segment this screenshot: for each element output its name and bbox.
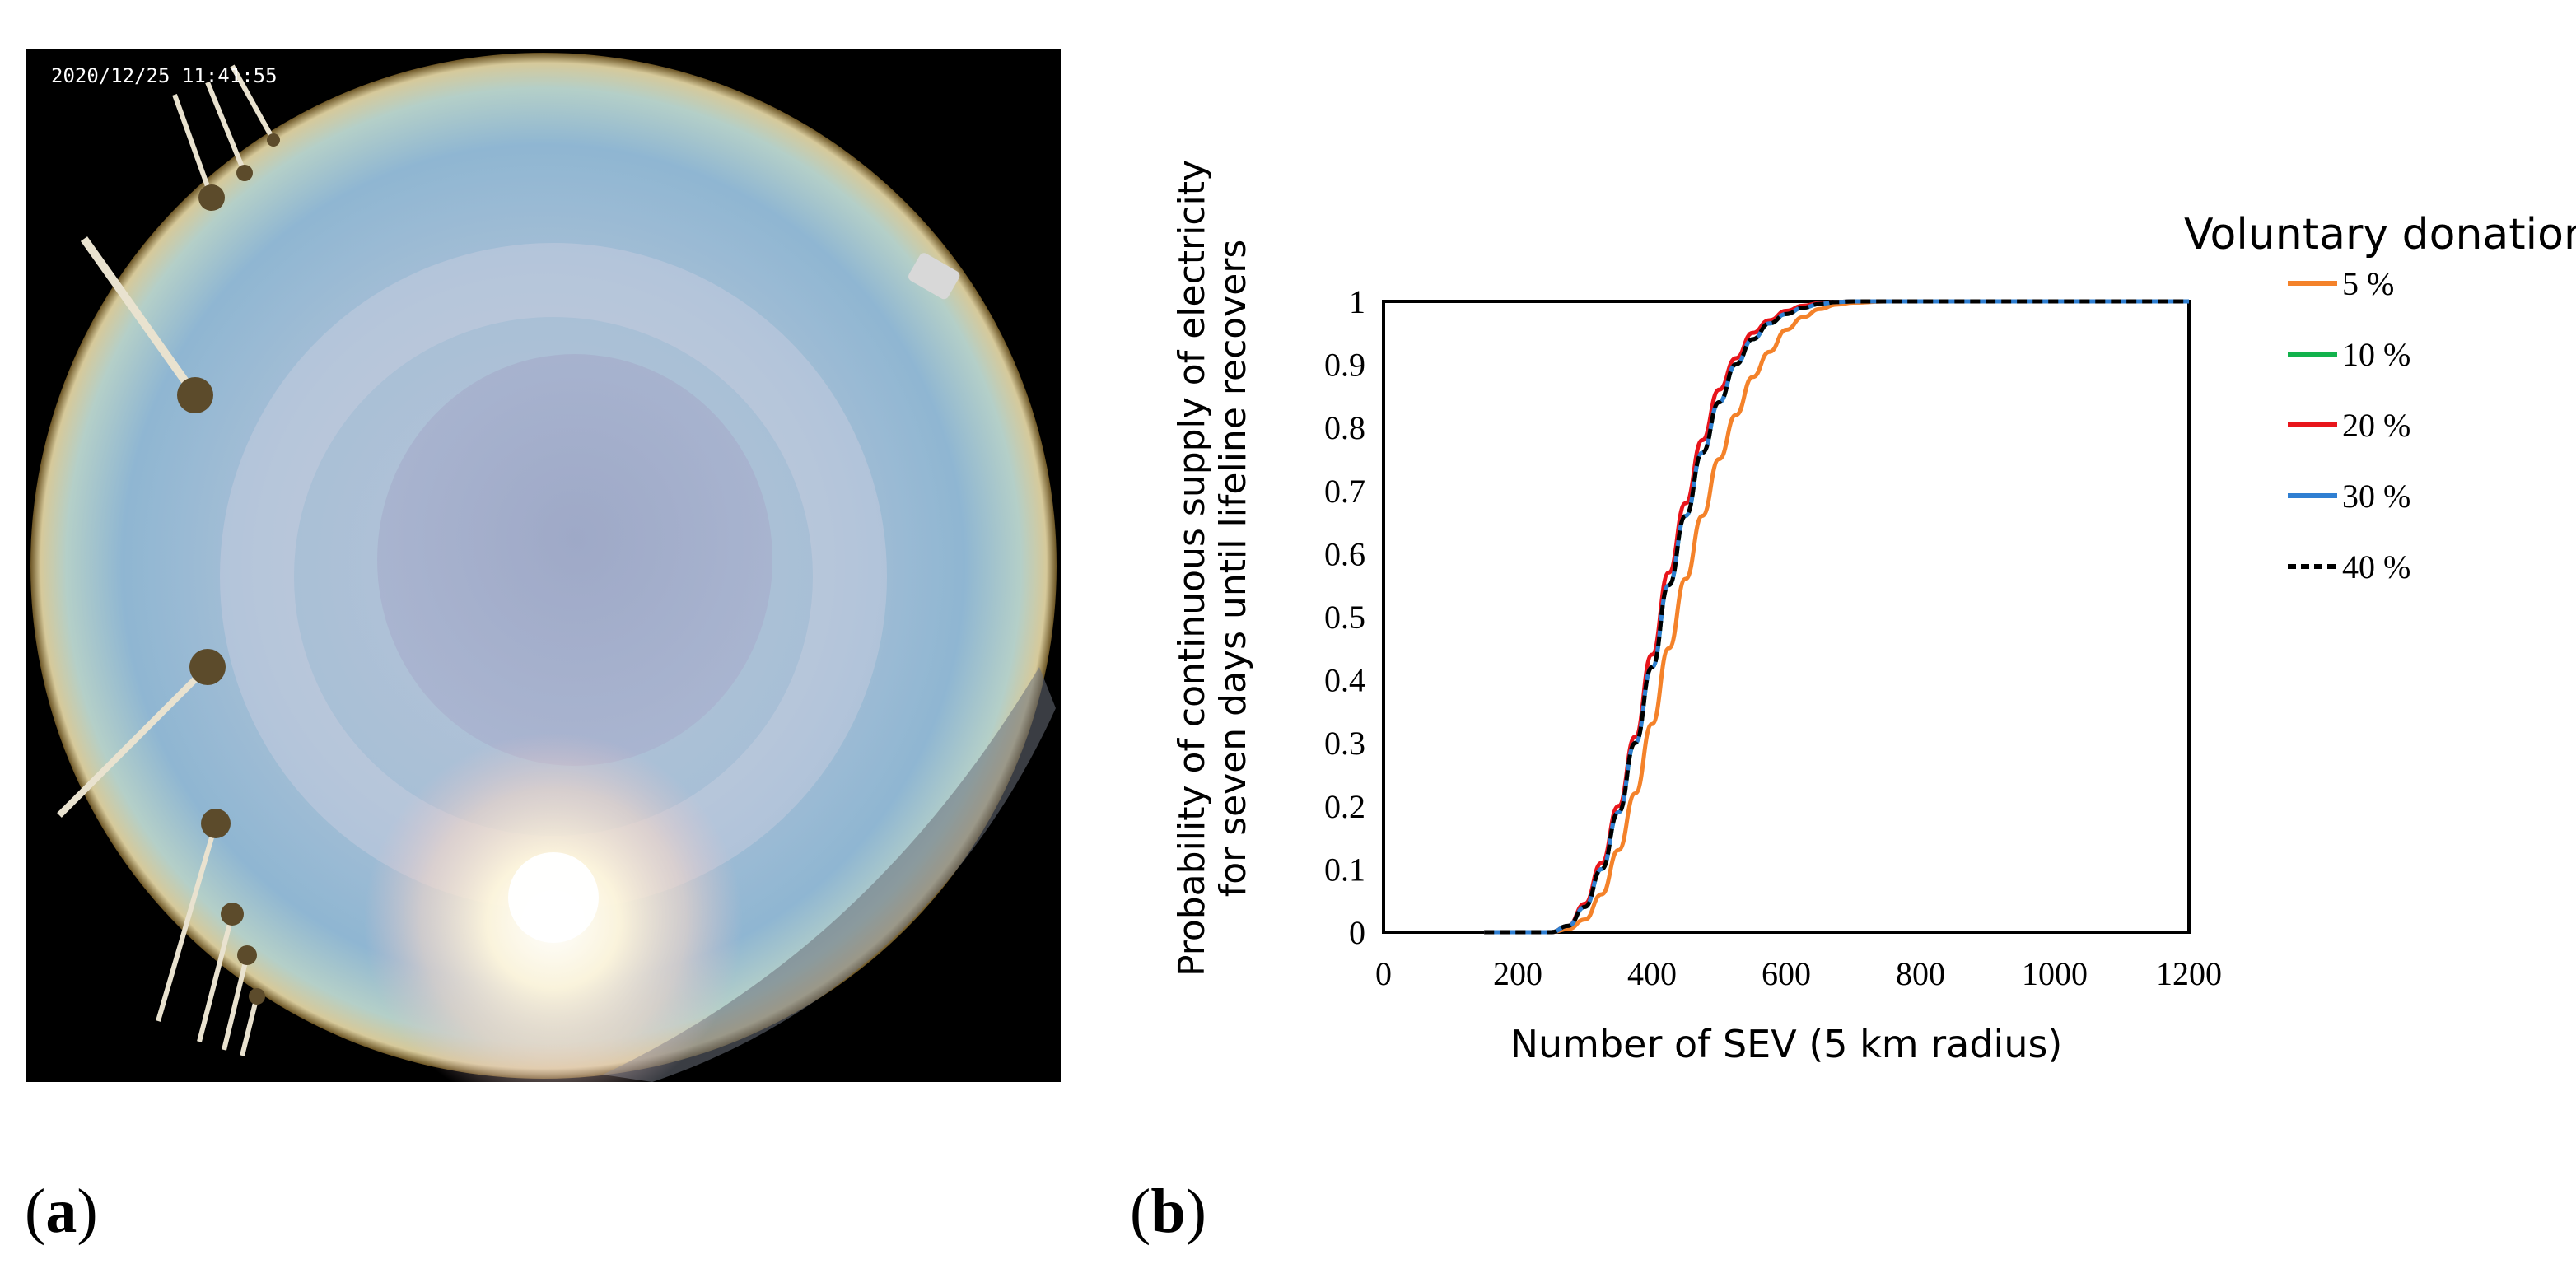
y-tick-label: 0.6 [1324, 535, 1365, 572]
panel-b-label: (b) [1130, 1177, 1206, 1246]
y-tick-label: 0.1 [1324, 851, 1365, 888]
photo-timestamp: 2020/12/25 11:41:55 [51, 64, 278, 87]
series-line-5-percent [1484, 299, 2189, 935]
all-sky-photo: 2020/12/25 11:41:55 [26, 49, 1061, 1082]
plot-area-frame [1382, 300, 2191, 934]
x-axis-title: Number of SEV (5 km radius) [1510, 1022, 2063, 1066]
y-tick-label: 1 [1349, 283, 1365, 320]
y-tick-label: 0.4 [1324, 662, 1365, 699]
y-tick-label: 0.5 [1324, 599, 1365, 636]
y-tick-label: 0.8 [1324, 409, 1365, 446]
x-tick-labels: 0 200 400 600 800 1000 1200 [1375, 955, 2222, 992]
legend-label: 40 % [2342, 548, 2410, 585]
legend-label: 20 % [2342, 407, 2410, 444]
series-line-20-percent [1484, 299, 2189, 935]
x-tick-label: 1000 [2022, 955, 2088, 992]
y-axis-title-line2: for seven days until lifeline recovers [1212, 240, 1254, 898]
legend-item: 40 % [2288, 548, 2410, 585]
y-axis-title-line1: Probability of continuous supply of elec… [1171, 160, 1213, 977]
y-tick-label: 0.7 [1324, 473, 1365, 510]
series-line-30-percent [1484, 299, 2189, 935]
series-lines [1484, 299, 2189, 935]
legend-title: Voluntary donation [2184, 210, 2576, 259]
legend-label: 5 % [2342, 265, 2394, 302]
series-line-10-percent [1484, 299, 2189, 935]
x-tick-label: 200 [1493, 955, 1542, 992]
y-tick-label: 0.2 [1324, 788, 1365, 825]
y-tick-label: 0.9 [1324, 347, 1365, 384]
series-line-40-percent [1484, 299, 2189, 935]
y-tick-label: 0.3 [1324, 725, 1365, 762]
legend-label: 10 % [2342, 336, 2410, 373]
x-tick-label: 1200 [2156, 955, 2222, 992]
y-tick-label: 0 [1349, 914, 1365, 951]
panel-a-label: (a) [25, 1177, 98, 1246]
legend-item: 30 % [2288, 478, 2410, 515]
y-tick-labels: 0 0.1 0.2 0.3 0.4 0.5 0.6 0.7 0.8 0.9 1 [1324, 283, 1365, 951]
x-tick-label: 600 [1762, 955, 1811, 992]
x-tick-label: 400 [1627, 955, 1677, 992]
legend-label: 30 % [2342, 478, 2410, 515]
legend-item: 5 % [2288, 265, 2394, 302]
x-tick-label: 800 [1896, 955, 1945, 992]
legend-item: 20 % [2288, 407, 2410, 444]
probability-chart: Probability of continuous supply of elec… [1171, 160, 2576, 1066]
legend: 5 % 10 % 20 % 30 % 40 % [2288, 265, 2410, 585]
y-axis-title: Probability of continuous supply of elec… [1171, 160, 1254, 977]
x-tick-label: 0 [1375, 955, 1392, 992]
legend-item: 10 % [2288, 336, 2410, 373]
